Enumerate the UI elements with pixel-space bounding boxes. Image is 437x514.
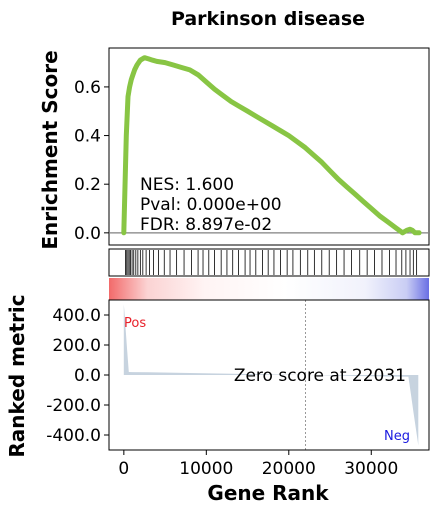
x-axis-label: Gene Rank xyxy=(207,481,329,505)
neg-label: Neg xyxy=(384,429,410,444)
es-panel-frame xyxy=(108,47,430,246)
metric-y-tick-label: -200.0 xyxy=(46,396,101,416)
metric-y-tick-label: 400.0 xyxy=(52,306,101,326)
x-tick-label: 10000 xyxy=(179,459,233,479)
es-y-tick-label: 0.2 xyxy=(74,175,101,195)
es-y-axis: 0.0 0.2 0.4 0.6 xyxy=(74,78,109,244)
es-y-label: Enrichment Score xyxy=(38,50,62,249)
metric-y-label: Ranked metric xyxy=(5,294,29,457)
es-fdr-annotation: FDR: 8.897e-02 xyxy=(140,215,272,235)
x-tick-label: 30000 xyxy=(344,459,398,479)
metric-y-tick-label: -400.0 xyxy=(46,426,101,446)
metric-y-tick-label: 0.0 xyxy=(74,366,101,386)
es-y-tick-label: 0.4 xyxy=(74,127,101,147)
hits-panel xyxy=(108,248,430,277)
enrichment-score-line xyxy=(121,55,422,236)
ranked-metric-area xyxy=(123,304,419,446)
zero-score-label: Zero score at 22031 xyxy=(234,366,406,386)
es-panel: 0.00.20.40.6 NES: 1.600 Pval: 0.000e+00 … xyxy=(38,47,430,250)
gene-rank-x-axis: 0 10000 20000 30000 xyxy=(118,450,398,479)
rank-heatmap xyxy=(109,278,429,300)
es-y-tick-label: 0.0 xyxy=(74,224,101,244)
hits-panel-frame xyxy=(108,248,430,277)
es-nes-annotation: NES: 1.600 xyxy=(140,175,234,195)
metric-y-tick-label: 200.0 xyxy=(52,336,101,356)
es-y-tick-label: 0.6 xyxy=(74,78,101,98)
gene-hits xyxy=(125,250,418,275)
metric-panel: Pos Neg Zero score at 22031 400.0 200.0 0.… xyxy=(5,294,430,505)
chart-title: Parkinson disease xyxy=(171,8,365,30)
pos-label: Pos xyxy=(124,316,146,331)
x-tick-label: 0 xyxy=(118,459,129,479)
x-tick-label: 20000 xyxy=(262,459,316,479)
metric-y-axis: 400.0 200.0 0.0 -200.0 -400.0 xyxy=(46,306,109,446)
es-pval-annotation: Pval: 0.000e+00 xyxy=(140,195,282,215)
